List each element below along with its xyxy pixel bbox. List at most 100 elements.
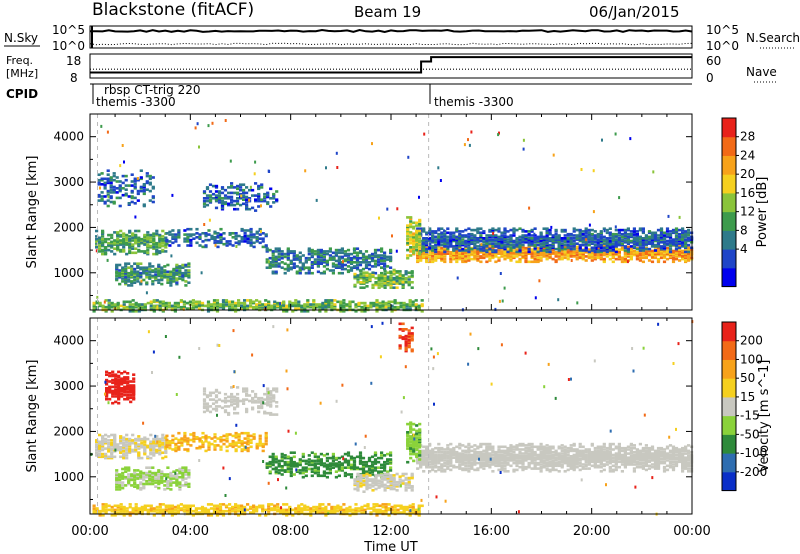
data-cell bbox=[608, 232, 612, 236]
data-cell bbox=[125, 507, 129, 510]
data-cell bbox=[617, 252, 621, 255]
data-cell bbox=[101, 503, 105, 506]
data-cell bbox=[617, 255, 621, 258]
data-cell bbox=[197, 300, 202, 304]
data-cell bbox=[183, 233, 187, 236]
data-cell bbox=[333, 304, 337, 308]
data-cell bbox=[252, 236, 256, 239]
data-cell bbox=[425, 242, 429, 245]
data-cell bbox=[297, 307, 301, 310]
data-cell bbox=[100, 183, 104, 186]
data-cell bbox=[215, 304, 220, 308]
data-cell bbox=[455, 246, 459, 250]
data-cell bbox=[328, 258, 332, 261]
data-cell bbox=[100, 199, 104, 202]
data-cell bbox=[386, 258, 390, 261]
data-cell bbox=[366, 507, 370, 510]
data-cell bbox=[339, 304, 343, 308]
data-cell bbox=[121, 267, 125, 271]
data-cell bbox=[119, 248, 123, 252]
data-cell bbox=[373, 254, 378, 257]
data-cell bbox=[551, 237, 555, 240]
data-cell bbox=[134, 507, 138, 510]
data-cell bbox=[617, 234, 621, 237]
data-cell bbox=[261, 445, 265, 449]
data-cell bbox=[145, 188, 149, 191]
data-cell bbox=[139, 276, 143, 279]
data-cell bbox=[501, 299, 504, 303]
data-cell bbox=[131, 439, 135, 442]
data-cell bbox=[204, 449, 208, 453]
data-cell bbox=[164, 447, 168, 450]
data-cell bbox=[551, 252, 555, 255]
data-cell bbox=[641, 237, 645, 240]
data-cell bbox=[157, 469, 161, 472]
data-cell bbox=[133, 278, 137, 282]
data-cell bbox=[491, 238, 495, 241]
data-cell bbox=[121, 481, 125, 484]
data-cell bbox=[143, 237, 147, 241]
data-cell bbox=[175, 482, 179, 486]
data-cell bbox=[470, 257, 474, 261]
data-cell bbox=[352, 255, 357, 259]
data-cell bbox=[560, 237, 564, 240]
data-cell bbox=[434, 256, 438, 260]
data-cell bbox=[506, 238, 510, 241]
data-cell bbox=[353, 276, 357, 280]
data-cell bbox=[157, 274, 161, 278]
data-cell bbox=[479, 231, 483, 235]
data-cell bbox=[355, 261, 360, 264]
data-cell bbox=[355, 263, 360, 267]
data-cell bbox=[318, 507, 322, 510]
data-cell bbox=[198, 233, 202, 236]
data-cell bbox=[169, 270, 173, 274]
data-cell bbox=[684, 232, 688, 236]
data-cell bbox=[210, 234, 214, 238]
data-cell bbox=[115, 277, 119, 280]
data-cell bbox=[181, 263, 185, 267]
data-cell bbox=[189, 438, 193, 442]
data-cell bbox=[234, 448, 238, 451]
data-cell bbox=[617, 239, 621, 243]
nave-label: Nave bbox=[746, 65, 777, 79]
data-cell bbox=[369, 511, 373, 514]
data-cell bbox=[187, 482, 191, 486]
data-cell bbox=[265, 258, 269, 261]
data-cell bbox=[169, 274, 173, 278]
data-cell bbox=[681, 256, 685, 260]
data-cell bbox=[494, 260, 498, 264]
data-cell bbox=[473, 237, 477, 240]
data-cell bbox=[142, 271, 146, 275]
data-cell bbox=[202, 202, 207, 206]
data-cell bbox=[538, 279, 541, 283]
data-cell bbox=[243, 301, 247, 305]
data-cell bbox=[434, 255, 438, 258]
data-cell bbox=[191, 509, 195, 513]
data-cell bbox=[246, 307, 250, 310]
data-cell bbox=[644, 242, 648, 245]
data-cell bbox=[396, 504, 400, 508]
data-cell bbox=[110, 505, 114, 509]
data-cell bbox=[140, 250, 144, 253]
data-cell bbox=[130, 475, 134, 479]
data-cell bbox=[521, 243, 525, 247]
data-cell bbox=[251, 206, 255, 210]
data-cell bbox=[171, 229, 175, 232]
data-cell bbox=[260, 199, 264, 203]
data-cell bbox=[479, 235, 483, 239]
data-cell bbox=[264, 244, 268, 247]
data-cell bbox=[431, 230, 435, 233]
data-cell bbox=[240, 444, 244, 447]
data-cell bbox=[152, 452, 156, 456]
data-cell bbox=[128, 235, 132, 238]
data-cell bbox=[189, 244, 193, 247]
data-cell bbox=[107, 435, 111, 438]
data-cell bbox=[557, 235, 561, 239]
data-cell bbox=[237, 434, 241, 438]
data-cell bbox=[548, 246, 552, 250]
data-cell bbox=[119, 445, 123, 449]
data-cell bbox=[116, 508, 120, 512]
data-cell bbox=[130, 195, 134, 198]
data-cell bbox=[476, 257, 480, 261]
data-cell bbox=[312, 305, 316, 309]
